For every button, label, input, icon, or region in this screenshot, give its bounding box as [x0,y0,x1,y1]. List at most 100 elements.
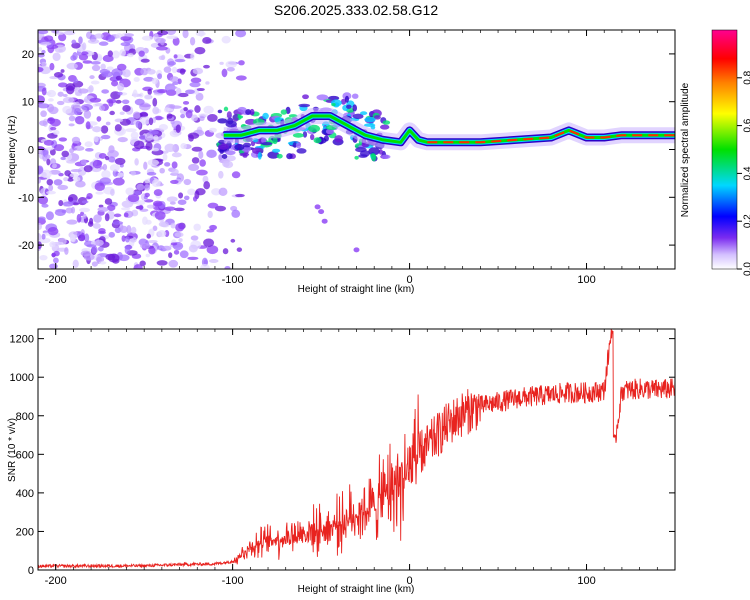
spectrogram-band-blob [257,151,262,160]
spectrogram-noise-blob [130,131,139,140]
spectrogram-noise-blob [92,159,102,169]
spectrogram-noise-blob [223,160,234,169]
spectrogram-noise-blob [147,239,158,244]
spectrogram-noise-blob [189,81,201,88]
spectrogram-noise-blob [40,169,52,179]
spectrogram-noise-blob [178,192,184,199]
spectrogram-noise-blob [178,238,183,242]
spectrogram-noise-blob [57,82,68,88]
spectrogram-noise-blob [221,68,228,78]
spectrogram-noise-blob [108,99,114,107]
snr-y-tick-label: 1000 [10,372,34,384]
spectrogram-band-blob [378,149,383,155]
spectrogram-band-blob [251,147,264,154]
spectrogram-noise-blob [208,258,219,264]
spectrogram-noise-blob [150,147,160,152]
spectrogram-noise-blob [163,66,172,73]
spectrogram-noise-blob [93,214,102,223]
spectrogram-noise-blob [68,115,76,122]
spectrogram-noise-blob [63,177,69,182]
spectrogram-noise-blob [64,247,69,255]
spectrogram-noise-blob [144,192,150,198]
spectrogram-noise-blob [143,94,153,100]
colorbar-label: Normalized spectral amplitude [680,82,691,217]
spectrogram-noise-blob [117,91,123,96]
spectrogram-noise-blob [207,113,218,122]
spectrogram-noise-blob [38,222,43,231]
spectrogram-noise-blob [72,202,80,206]
spectrogram-noise-blob [100,125,109,134]
spectrogram-noise-blob [73,176,81,182]
spectrogram-band-blob [352,113,364,120]
spectrogram-noise-blob [135,120,142,129]
spectrogram-noise-blob [158,55,165,60]
spectrogram-noise-blob [38,216,46,222]
spectrogram-noise-blob [130,226,137,234]
spectrogram-x-tick-label: -100 [222,274,244,286]
spectrogram-noise-blob [51,253,57,257]
spectrogram-noise-blob [100,63,106,70]
spectrogram-noise-blob [134,98,145,106]
spectrogram-noise-blob [70,169,83,173]
spectrogram-noise-blob [67,177,74,182]
spectrogram-noise-blob [145,219,152,225]
spectrogram-y-tick-label: 10 [22,97,34,109]
spectrogram-isolated-blob [321,218,328,224]
spectrogram-noise-blob [206,149,217,158]
spectrogram-band-blob [292,133,304,138]
spectrogram-noise-blob [179,68,186,75]
spectrogram-noise-blob [114,118,124,123]
spectrogram-noise-blob [46,178,54,186]
spectrogram-noise-blob [183,106,188,112]
spectrogram-noise-blob [85,121,91,130]
spectrogram-noise-blob [148,117,154,126]
spectrogram-noise-blob [41,61,47,67]
spectrogram-noise-blob [68,123,75,127]
spectrogram-noise-blob [156,260,168,266]
spectrogram-band-blob [272,136,278,145]
spectrogram-noise-blob [84,233,90,243]
spectrogram-noise-blob [191,157,200,164]
spectrogram-noise-blob [139,112,149,117]
snr-x-tick-label: 0 [407,575,413,587]
colorbar: 0.0 0.2 0.4 0.6 0.8 Normalized spectral ampl… [680,29,750,276]
spectrogram-noise-blob [145,253,151,258]
spectrogram-noise-blob [91,64,101,72]
spectrogram-noise-blob [198,30,205,37]
spectrogram-noise-blob [71,39,77,45]
spectrogram-noise-blob [152,200,163,207]
spectrogram-band-blob [245,108,252,115]
spectrogram-noise-blob [73,78,79,84]
spectrogram-noise-blob [179,250,189,259]
spectrogram-noise-blob [168,252,173,259]
spectrogram-noise-blob [214,205,227,212]
spectrogram-noise-blob [90,80,100,85]
spectrogram-noise-blob [143,76,155,82]
spectrogram-noise-blob [157,230,167,238]
spectrogram-noise-blob [143,161,148,170]
spectrogram-noise-blob [138,204,144,211]
spectrogram-noise-blob [202,37,212,44]
spectrogram-noise-blob [119,225,128,234]
spectrogram-noise-blob [52,52,61,62]
spectrogram-band-blob [295,142,302,149]
spectrogram-noise-blob [113,213,122,218]
spectrogram-noise-blob [169,104,176,109]
spectrogram-noise-blob [48,184,54,192]
spectrogram-band-blob [276,153,283,159]
spectrogram-noise-blob [151,179,161,188]
spectrogram-noise-blob [190,235,199,241]
spectrogram-noise-blob [164,206,176,211]
spectrogram-noise-blob [236,247,243,252]
spectrogram-band-blob [302,94,309,100]
spectrogram-noise-blob [161,245,172,251]
spectrogram-noise-blob [81,104,93,111]
spectrogram-noise-blob [94,239,104,247]
spectrogram-noise-blob [147,159,159,167]
spectrogram-noise-blob [191,146,203,152]
spectrogram-noise-blob [225,60,237,69]
spectrogram-noise-blob [108,156,116,163]
spectrogram-noise-blob [203,105,214,114]
spectrogram-noise-blob [85,147,94,152]
spectrogram-noise-blob [66,219,78,225]
